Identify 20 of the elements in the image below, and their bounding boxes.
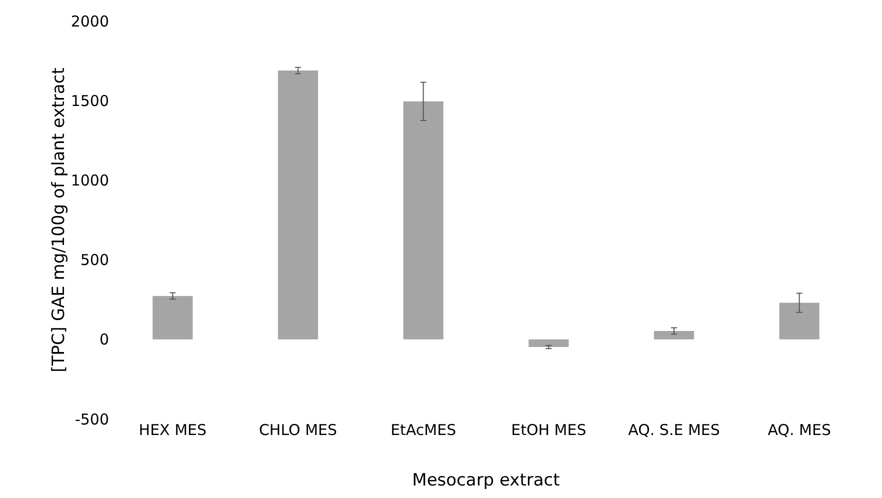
y-tick-label: 500 (80, 251, 109, 270)
x-axis-title: Mesocarp extract (412, 470, 560, 490)
y-tick-label: 1500 (70, 92, 109, 110)
bar (278, 70, 318, 340)
bar (152, 296, 193, 340)
y-tick-label: 2000 (70, 12, 109, 30)
x-tick-label: CHLO MES (258, 421, 338, 439)
x-tick-label: AQ. MES (768, 421, 831, 439)
y-axis-title: [TPC] GAE mg/100g of plant extract (48, 67, 69, 372)
x-tick-label: AQ. S.E MES (628, 421, 720, 439)
y-tick-label: -500 (74, 410, 109, 428)
bar (528, 339, 569, 348)
bar (779, 302, 820, 340)
bar (654, 330, 694, 340)
y-tick-label: 0 (99, 330, 109, 349)
x-tick-label: EtOH MES (511, 421, 586, 439)
y-tick-label: 1000 (70, 171, 109, 190)
bar (403, 101, 444, 340)
x-tick-label: HEX MES (138, 421, 207, 439)
x-tick-label: EtAcMES (390, 421, 456, 439)
